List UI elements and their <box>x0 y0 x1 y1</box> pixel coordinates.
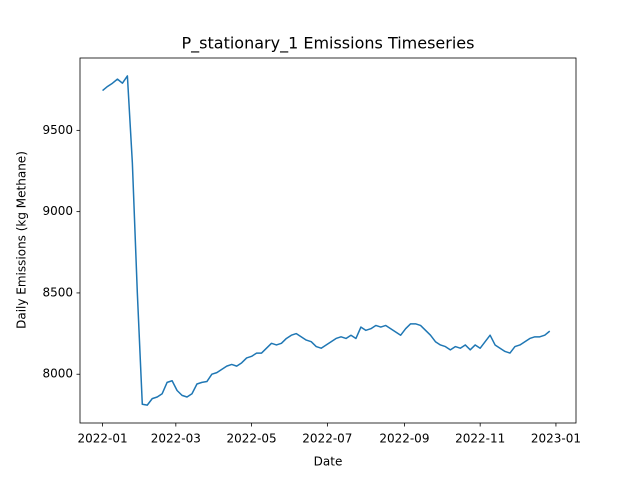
y-axis-label: Daily Emissions (kg Methane) <box>15 151 29 329</box>
y-tick-label: 8000 <box>42 367 73 381</box>
plot-frame <box>79 57 577 424</box>
y-tick-label: 9000 <box>42 204 73 218</box>
x-tick-label: 2022-01 <box>77 432 127 446</box>
x-tick-label: 2023-01 <box>531 432 581 446</box>
y-tick-label: 9500 <box>42 123 73 137</box>
x-axis-label: Date <box>314 455 343 469</box>
y-tick-label: 8500 <box>42 285 73 299</box>
data-line <box>102 75 551 406</box>
x-tick-label: 2022-03 <box>151 432 201 446</box>
x-tick-label: 2022-05 <box>227 432 277 446</box>
x-tick-label: 2022-07 <box>302 432 352 446</box>
x-tick-label: 2022-09 <box>379 432 429 446</box>
chart-title: P_stationary_1 Emissions Timeseries <box>182 34 475 54</box>
x-tick-label: 2022-11 <box>455 432 505 446</box>
